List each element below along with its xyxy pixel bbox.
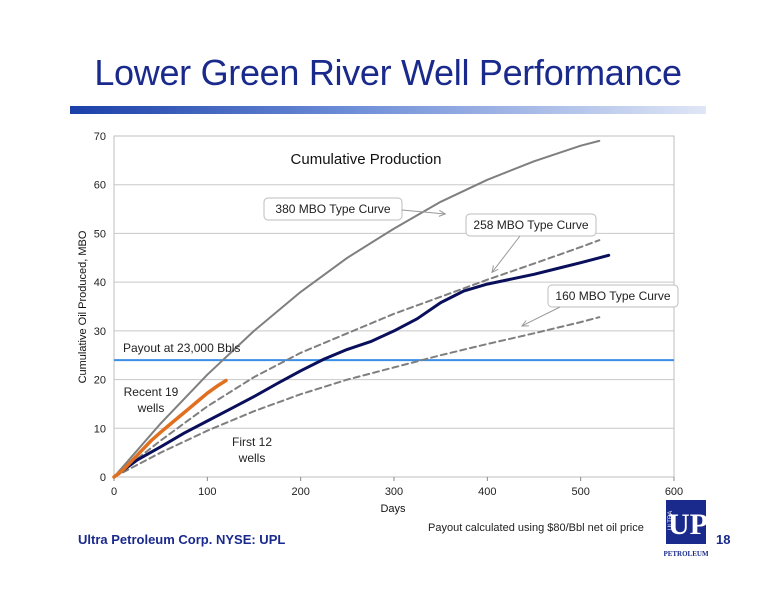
first-12-wells-label-line: wells xyxy=(238,451,266,465)
annotation-258-arrow xyxy=(491,235,521,273)
annotation-160-arrow xyxy=(521,306,561,327)
ultra-petroleum-logo: UP ULTRA PETROLEUM xyxy=(664,500,708,558)
annotation-258-box xyxy=(465,213,597,237)
footer-company: Ultra Petroleum Corp. NYSE: UPL xyxy=(78,532,286,547)
y-tick-label: 60 xyxy=(94,180,106,192)
slide-title: Lower Green River Well Performance xyxy=(94,52,682,93)
logo-up-text: UP xyxy=(668,508,708,541)
y-tick-label: 30 xyxy=(94,326,106,338)
type-curve-380-line xyxy=(113,139,601,478)
y-tick-label: 10 xyxy=(94,423,106,435)
annotation-258-arrowhead xyxy=(491,265,499,274)
annotation-380-arrowhead xyxy=(438,209,447,217)
logo-box xyxy=(666,500,706,544)
chart-title: Cumulative Production xyxy=(291,151,442,168)
x-axis-label: Days xyxy=(380,503,406,515)
x-tick-label: 0 xyxy=(111,486,117,498)
first-12-wells-label: First 12 wells xyxy=(232,435,272,465)
annotation-380-box xyxy=(263,197,403,221)
annotation-160-text: 160 MBO Type Curve xyxy=(555,289,670,303)
y-tick-label: 50 xyxy=(94,228,106,240)
logo-petroleum-text: PETROLEUM xyxy=(664,550,708,558)
y-tick-label: 40 xyxy=(94,277,106,289)
annotations-group: Payout at 23,000 Bbls 380 MBO Type Curve 2… xyxy=(123,197,679,465)
axes: 0 10 20 30 40 50 60 70 0 100 200 300 400 500 600 xyxy=(94,131,683,498)
page-number: 18 xyxy=(716,532,731,547)
y-tick-label: 20 xyxy=(94,375,106,387)
annotation-380-arrow xyxy=(401,209,446,215)
recent-19-wells-label-line: wells xyxy=(137,401,165,415)
payout-footnote: Payout calculated using $80/Bbl net oil … xyxy=(428,522,644,534)
recent-19-wells-label-line: Recent 19 xyxy=(124,385,179,399)
title-underline-bar xyxy=(70,106,706,114)
first-12-wells-line xyxy=(112,253,611,479)
first-12-wells-label-line: First 12 xyxy=(232,435,272,449)
x-tick-label: 600 xyxy=(665,486,683,498)
payout-label: Payout at 23,000 Bbls xyxy=(123,341,240,355)
x-tick-label: 400 xyxy=(478,486,496,498)
series-group xyxy=(112,139,674,479)
annotation-258-text: 258 MBO Type Curve xyxy=(473,218,588,232)
x-tick-label: 300 xyxy=(385,486,403,498)
annotation-380-text: 380 MBO Type Curve xyxy=(275,202,390,216)
y-tick-label: 0 xyxy=(100,472,106,484)
x-tick-label: 100 xyxy=(198,486,216,498)
type-curve-258-line xyxy=(113,239,601,478)
recent-19-wells-line xyxy=(112,378,228,479)
annotation-160-arrowhead xyxy=(520,320,529,327)
y-axis-label: Cumulative Oil Produced, MBO xyxy=(77,230,89,383)
y-tick-label: 70 xyxy=(94,131,106,143)
logo-ultra-text: ULTRA xyxy=(668,511,674,530)
x-tick-label: 500 xyxy=(571,486,589,498)
recent-19-wells-label: Recent 19 wells xyxy=(124,385,179,415)
type-curve-160-line xyxy=(113,316,601,478)
annotation-160-box xyxy=(547,284,679,308)
x-tick-label: 200 xyxy=(291,486,309,498)
